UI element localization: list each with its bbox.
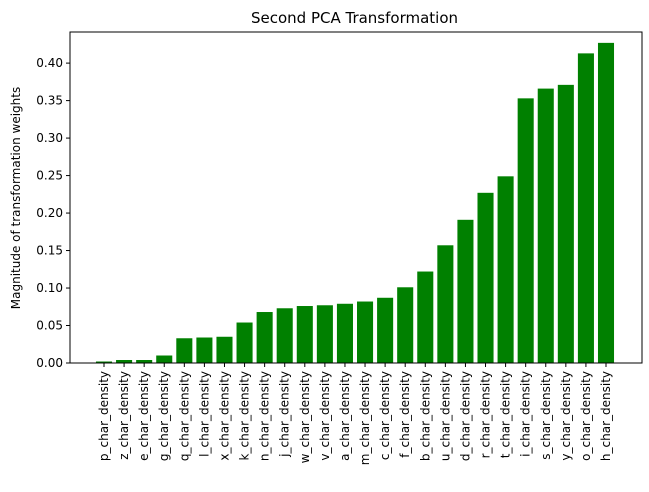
x-tick-label: e_char_density [137, 371, 151, 461]
x-tick-label: l_char_density [197, 371, 211, 457]
bar-j_char_density [276, 308, 293, 363]
plot-frame [69, 31, 643, 364]
chart-title: Second PCA Transformation [251, 9, 458, 27]
bar-f_char_density [397, 287, 414, 363]
bar-w_char_density [296, 306, 313, 363]
bar-m_char_density [357, 301, 374, 363]
bar-g_char_density [156, 355, 173, 363]
x-tick-label: t_char_density [499, 371, 513, 458]
y-tick-label: 0.35 [36, 94, 63, 108]
bar-z_char_density [116, 360, 133, 363]
bar-u_char_density [437, 245, 454, 363]
y-tick-label: 0.00 [36, 356, 63, 370]
x-tick-label: z_char_density [117, 371, 131, 460]
y-tick-label: 0.40 [36, 56, 63, 70]
x-tick-label: j_char_density [278, 371, 292, 458]
x-tick-label: f_char_density [398, 371, 412, 458]
y-tick-label: 0.05 [36, 319, 63, 333]
bar-v_char_density [316, 305, 333, 363]
bar-h_char_density [597, 42, 615, 364]
y-tick-label: 0.25 [36, 169, 63, 183]
x-tick-label: m_char_density [358, 371, 372, 465]
x-tick-label: v_char_density [318, 371, 332, 461]
y-axis-label: Magnitude of transformation weights [9, 87, 23, 309]
x-tick-label: g_char_density [157, 371, 171, 461]
x-tick-label: b_char_density [418, 371, 432, 461]
x-tick-label: o_char_density [579, 371, 593, 461]
x-tick-label: i_char_density [519, 371, 533, 457]
y-tick-label: 0.30 [36, 131, 63, 145]
x-tick-label: y_char_density [559, 371, 573, 461]
bar-r_char_density [477, 192, 494, 363]
x-tick-label: s_char_density [539, 371, 553, 460]
x-tick-label: k_char_density [238, 371, 252, 460]
bar-o_char_density [577, 53, 594, 364]
bar-y_char_density [557, 84, 574, 364]
x-tick-label: a_char_density [338, 371, 352, 461]
x-tick-label: c_char_density [378, 371, 392, 460]
bar-l_char_density [196, 337, 213, 363]
bar-a_char_density [336, 303, 353, 363]
bar-d_char_density [457, 219, 474, 363]
x-tick-label: h_char_density [599, 371, 613, 461]
x-tick-label: u_char_density [438, 371, 452, 461]
bars [95, 42, 615, 364]
bar-e_char_density [136, 360, 153, 363]
y-tick-label: 0.10 [36, 281, 63, 295]
x-tick-label: p_char_density [97, 371, 111, 461]
bar-p_char_density [95, 361, 113, 363]
x-axis-ticks: p_char_density z_char_density e_char_densi… [97, 363, 613, 465]
y-axis-ticks: 0.00 0.05 0.10 0.15 0.20 0.25 0.30 0.35 0.40 [36, 56, 70, 370]
bar-c_char_density [377, 297, 394, 363]
bar-t_char_density [497, 176, 514, 363]
x-tick-label: n_char_density [258, 371, 272, 461]
bar-k_char_density [236, 322, 253, 363]
x-tick-label: w_char_density [298, 371, 312, 463]
x-tick-label: r_char_density [479, 371, 493, 458]
bar-b_char_density [417, 271, 434, 363]
x-tick-label: x_char_density [217, 371, 231, 461]
bar-x_char_density [216, 336, 233, 363]
x-tick-label: q_char_density [177, 371, 191, 461]
bar-n_char_density [256, 312, 273, 363]
y-tick-label: 0.15 [36, 244, 63, 258]
bar-s_char_density [537, 88, 554, 363]
y-tick-label: 0.20 [36, 206, 63, 220]
x-tick-label: d_char_density [458, 371, 472, 461]
bar-q_char_density [176, 338, 193, 363]
bar-i_char_density [517, 98, 534, 363]
